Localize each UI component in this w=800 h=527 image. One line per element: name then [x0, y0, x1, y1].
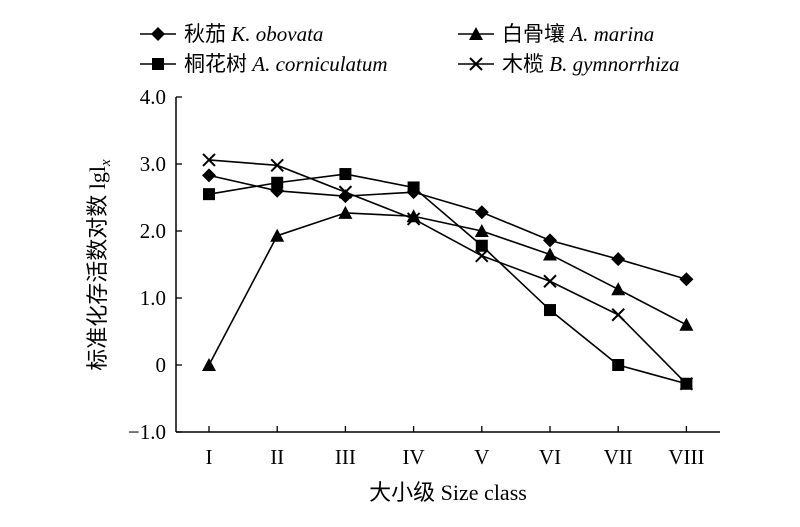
series-line	[208, 212, 687, 366]
x-axis-title: 大小级 Size class	[369, 480, 527, 505]
legend-label: 木榄 B. gymnorrhiza	[502, 52, 680, 76]
square-marker	[475, 239, 488, 252]
triangle-marker	[474, 224, 489, 237]
x-tick-label: I	[206, 445, 213, 469]
x-tick-label: VIII	[668, 445, 704, 469]
cross-marker	[202, 153, 216, 167]
triangle-marker	[406, 209, 421, 223]
legend-item: 木榄 B. gymnorrhiza	[458, 52, 680, 76]
x-tick-label: III	[335, 445, 356, 469]
y-tick-label: −1.0	[128, 420, 166, 444]
legend-item: 秋茄 K. obovata	[140, 22, 323, 46]
legend-label: 白骨壤 A. marina	[502, 22, 654, 46]
series-line	[208, 174, 687, 281]
cross-marker	[469, 57, 483, 71]
triangle-marker	[338, 205, 353, 219]
cross-marker	[543, 274, 557, 288]
legend-item: 桐花树 A. corniculatum	[140, 52, 388, 76]
x-tick-label: VI	[539, 445, 561, 469]
triangle-marker	[611, 282, 626, 296]
x-ticks: I II III IV V VI VII VIII	[206, 426, 704, 469]
cross-marker	[338, 185, 353, 199]
x-tick-label: IV	[403, 445, 425, 469]
axes	[175, 97, 720, 433]
y-tick-label: 4.0	[140, 85, 166, 109]
diamond-marker	[474, 205, 489, 220]
triangle-marker	[202, 358, 216, 371]
square-marker	[544, 304, 556, 317]
triangle-marker	[679, 317, 694, 331]
y-ticks: 4.0 3.0 2.0 1.0 0 −1.0	[128, 85, 182, 444]
series-line	[208, 159, 687, 385]
legend-item: 白骨壤 A. marina	[458, 22, 654, 46]
legend-label: 秋茄 K. obovata	[184, 22, 323, 46]
square-marker	[407, 181, 420, 194]
series-line	[208, 173, 687, 385]
square-marker	[339, 168, 352, 181]
cross-marker	[475, 249, 489, 263]
square-marker	[271, 176, 284, 189]
y-tick-label: 2.0	[140, 219, 166, 243]
x-tick-label: II	[270, 445, 284, 469]
cross-marker	[679, 377, 694, 391]
diamond-marker	[679, 272, 694, 287]
diamond-marker	[151, 27, 165, 41]
legend: 秋茄 K. obovata 桐花树 A. corniculatum 白骨壤 A. m…	[140, 22, 680, 76]
x-tick-label: V	[474, 445, 489, 469]
y-axis-title-subscript: x	[98, 159, 114, 167]
diamond-marker	[202, 168, 216, 183]
cross-marker	[406, 212, 421, 226]
square-marker	[612, 359, 625, 371]
cross-marker	[270, 158, 284, 173]
y-axis-title-main: 标准化存活数对数 lgl	[85, 166, 110, 371]
y-tick-label: 3.0	[140, 152, 166, 176]
y-tick-label: 1.0	[140, 286, 166, 310]
x-tick-label: VII	[604, 445, 633, 469]
series-cross	[202, 153, 694, 391]
series-square	[203, 168, 693, 390]
y-tick-label: 0	[156, 353, 167, 377]
triangle-marker	[469, 27, 483, 40]
series-triangle	[202, 205, 694, 371]
diamond-marker	[611, 252, 626, 267]
square-marker	[152, 58, 164, 70]
diamond-marker	[543, 233, 557, 248]
series-group	[202, 153, 694, 391]
cross-marker	[611, 308, 625, 322]
triangle-marker	[543, 247, 557, 261]
y-axis-title: 标准化存活数对数 lglx	[85, 159, 114, 371]
triangle-marker	[270, 228, 285, 242]
legend-label: 桐花树 A. corniculatum	[184, 52, 388, 76]
square-marker	[203, 188, 215, 201]
